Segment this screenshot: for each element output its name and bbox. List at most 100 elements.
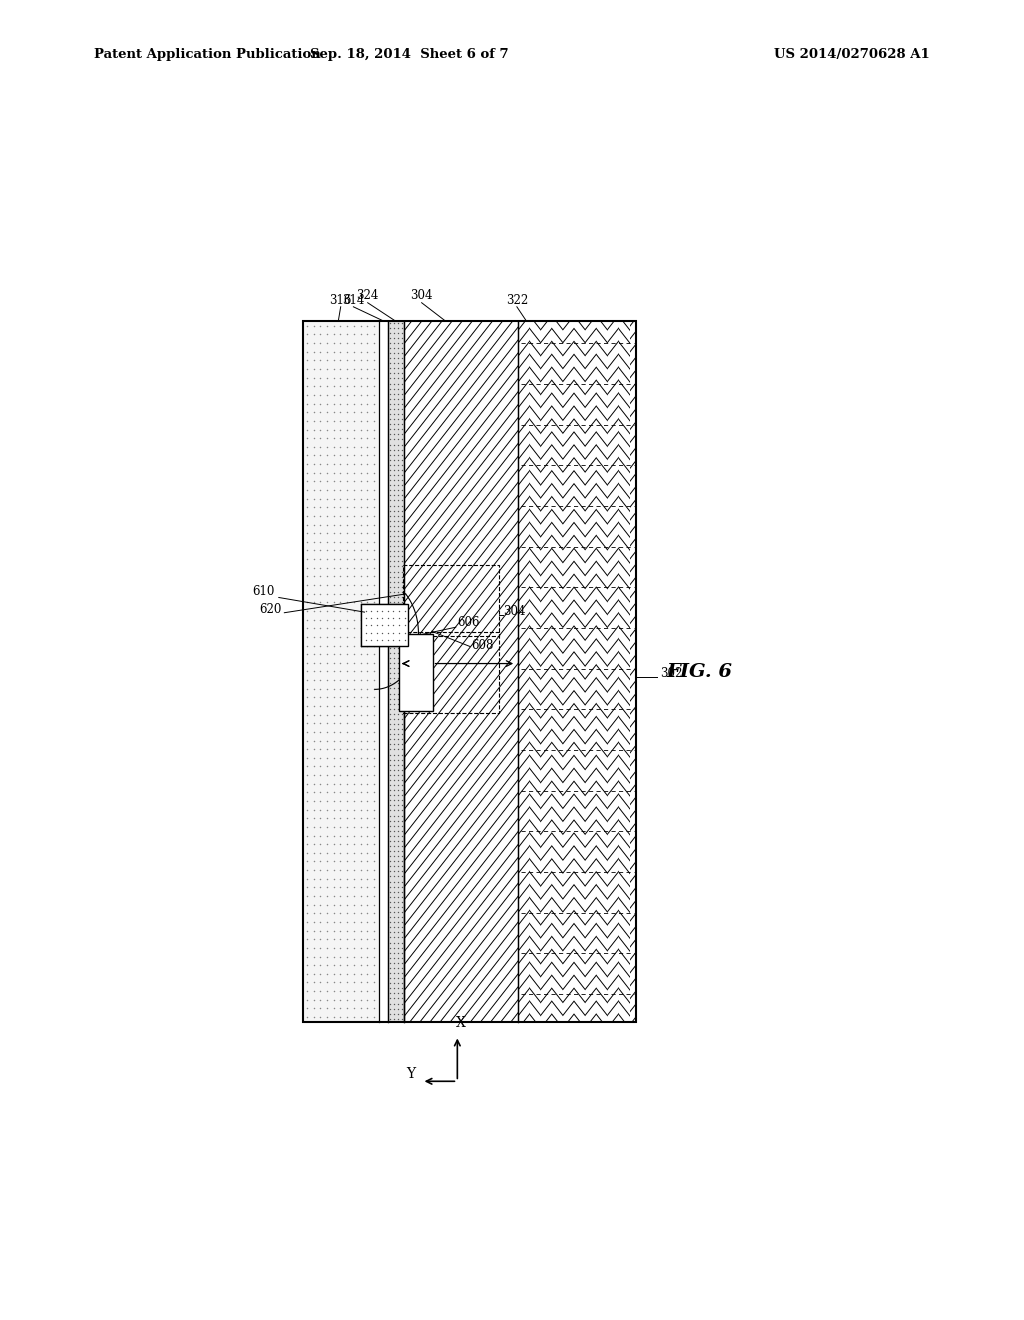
Point bbox=[390, 638, 407, 659]
Point bbox=[305, 964, 322, 985]
Point bbox=[359, 496, 376, 517]
Point bbox=[359, 591, 376, 612]
Point bbox=[326, 411, 342, 432]
Point bbox=[366, 626, 382, 647]
Point bbox=[394, 616, 411, 638]
Point bbox=[386, 368, 402, 389]
Point bbox=[318, 350, 335, 371]
Point bbox=[299, 834, 315, 855]
Point bbox=[352, 445, 369, 466]
Point bbox=[333, 462, 349, 483]
Point bbox=[390, 698, 407, 719]
Point bbox=[359, 350, 376, 371]
Point bbox=[346, 911, 362, 932]
Point bbox=[305, 445, 322, 466]
Point bbox=[305, 652, 322, 673]
Point bbox=[299, 756, 315, 777]
Point bbox=[318, 739, 335, 760]
Point bbox=[390, 902, 407, 923]
Point bbox=[386, 495, 402, 516]
Point bbox=[382, 861, 398, 882]
Point bbox=[386, 704, 402, 725]
Point bbox=[382, 912, 398, 933]
Point bbox=[333, 523, 349, 544]
Bar bbox=[404, 321, 518, 1022]
Point bbox=[386, 561, 402, 582]
Point bbox=[346, 825, 362, 846]
Point bbox=[382, 506, 398, 527]
Point bbox=[326, 333, 342, 354]
Point bbox=[299, 462, 315, 483]
Point bbox=[339, 401, 355, 422]
Point bbox=[299, 445, 315, 466]
Point bbox=[390, 322, 407, 343]
Point bbox=[382, 748, 398, 770]
Point bbox=[339, 496, 355, 517]
Point bbox=[352, 842, 369, 863]
Point bbox=[394, 886, 411, 907]
Point bbox=[352, 937, 369, 958]
Point bbox=[318, 859, 335, 880]
Point bbox=[390, 907, 407, 928]
Point bbox=[339, 557, 355, 578]
Point bbox=[339, 1006, 355, 1027]
Point bbox=[394, 912, 411, 933]
Point bbox=[352, 920, 369, 941]
Point bbox=[352, 730, 369, 751]
Point bbox=[394, 424, 411, 445]
Point bbox=[305, 774, 322, 795]
Point bbox=[326, 903, 342, 924]
Point bbox=[386, 764, 402, 785]
Point bbox=[382, 784, 398, 805]
Point bbox=[333, 774, 349, 795]
Point bbox=[390, 333, 407, 354]
Point bbox=[305, 894, 322, 915]
Point bbox=[366, 428, 382, 449]
Point bbox=[386, 338, 402, 359]
Point bbox=[382, 597, 398, 618]
Point bbox=[390, 465, 407, 486]
Point bbox=[386, 810, 402, 832]
Point bbox=[359, 454, 376, 475]
Point bbox=[339, 393, 355, 414]
Point bbox=[346, 920, 362, 941]
Point bbox=[326, 764, 342, 785]
Point bbox=[359, 315, 376, 337]
Point bbox=[359, 696, 376, 717]
Point bbox=[339, 799, 355, 820]
Point bbox=[339, 445, 355, 466]
Point bbox=[386, 917, 402, 939]
Point bbox=[352, 825, 369, 846]
Point bbox=[318, 696, 335, 717]
Point bbox=[386, 591, 402, 612]
Point bbox=[299, 721, 315, 742]
Point bbox=[333, 652, 349, 673]
Point bbox=[352, 566, 369, 587]
Point bbox=[333, 384, 349, 405]
Point bbox=[305, 713, 322, 734]
Point bbox=[352, 418, 369, 440]
Point bbox=[386, 825, 402, 846]
Point bbox=[359, 479, 376, 500]
Point bbox=[359, 808, 376, 829]
Point bbox=[386, 393, 402, 414]
Point bbox=[299, 496, 315, 517]
Point bbox=[352, 462, 369, 483]
Point bbox=[359, 998, 376, 1019]
Point bbox=[352, 989, 369, 1010]
Point bbox=[352, 583, 369, 605]
Point bbox=[366, 799, 382, 820]
Bar bbox=[518, 321, 636, 1022]
Point bbox=[386, 932, 402, 953]
Point bbox=[339, 341, 355, 362]
Point bbox=[382, 876, 398, 898]
Point bbox=[386, 729, 402, 750]
Point bbox=[394, 531, 411, 552]
Point bbox=[333, 808, 349, 829]
Point bbox=[312, 341, 329, 362]
Point bbox=[386, 440, 402, 461]
Point bbox=[318, 462, 335, 483]
Point bbox=[312, 454, 329, 475]
Point bbox=[386, 688, 402, 709]
Point bbox=[359, 937, 376, 958]
